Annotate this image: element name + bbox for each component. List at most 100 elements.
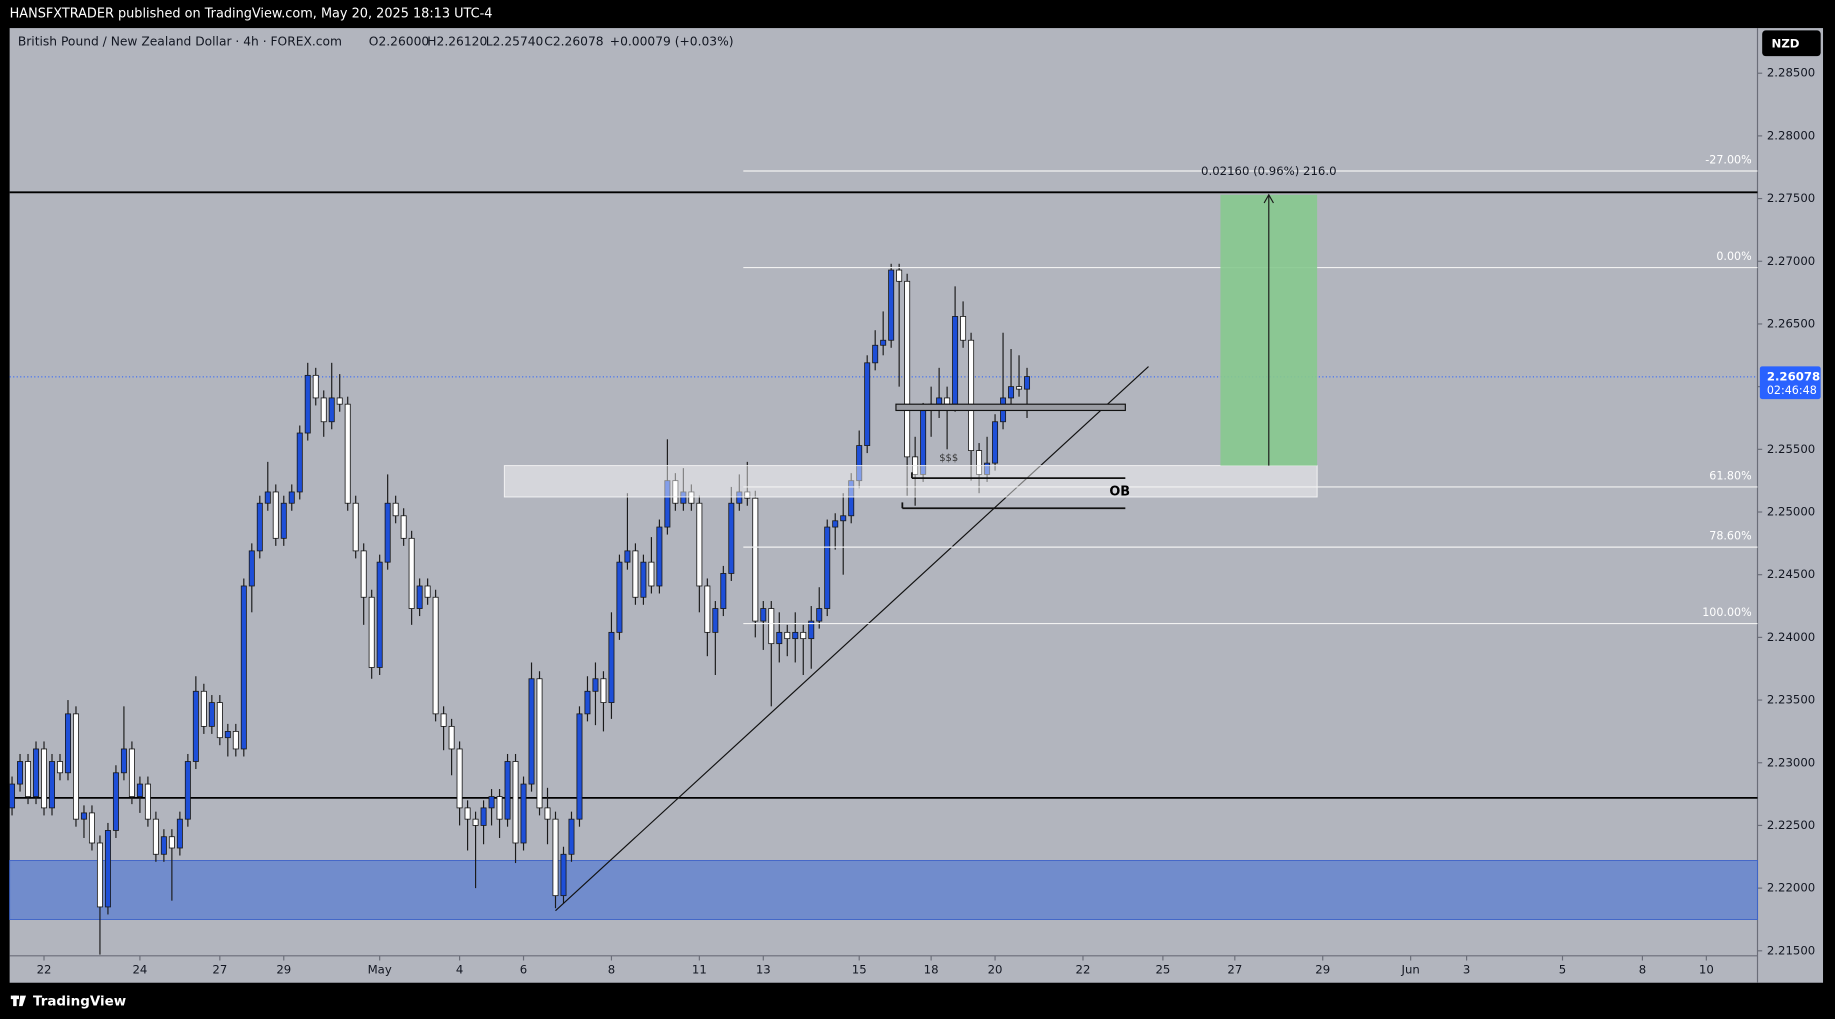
candle-body — [768, 608, 775, 645]
candle-body — [96, 842, 103, 908]
candle-body — [848, 480, 855, 517]
candle-body — [17, 761, 24, 785]
candle-body — [328, 397, 335, 423]
candle-body — [752, 497, 759, 622]
candle-body — [592, 678, 599, 692]
candle-body — [360, 550, 367, 598]
x-tick-label: Jun — [1401, 962, 1420, 976]
candle-body — [65, 713, 71, 774]
x-tick-label: 29 — [276, 962, 291, 976]
candle-body — [784, 631, 791, 640]
y-tick-label: 2.23500 — [1767, 693, 1815, 707]
candle-body — [736, 491, 743, 504]
candle-body — [520, 783, 527, 844]
x-tick-label: 27 — [212, 962, 227, 976]
candle-body — [544, 807, 551, 820]
ob-box — [895, 403, 1126, 412]
candle-body — [720, 573, 727, 609]
candle-body — [952, 316, 959, 405]
y-tick-label: 2.22500 — [1767, 818, 1815, 832]
x-tick-label: 27 — [1227, 962, 1242, 976]
countdown: 02:46:48 — [1767, 384, 1817, 397]
candle-body — [160, 836, 167, 855]
candle-body — [528, 678, 535, 785]
candle-body — [944, 397, 951, 405]
candle-body — [608, 631, 615, 703]
candle-body — [25, 761, 32, 798]
candle-body — [584, 690, 591, 715]
x-tick-label: 4 — [456, 962, 463, 976]
published: HANSFXTRADER published on TradingView.co… — [10, 7, 493, 22]
y-tick-label: 2.21500 — [1767, 943, 1815, 957]
candle-body — [440, 713, 447, 727]
candle-body — [488, 796, 495, 809]
fib-label: 100.00% — [1702, 606, 1751, 619]
candle-body — [80, 812, 87, 820]
fib-label: -27.00% — [1705, 153, 1751, 166]
candle-body — [424, 585, 431, 598]
candle-body — [800, 631, 807, 640]
fib-label: 0.00% — [1716, 250, 1751, 263]
candle-body — [504, 761, 511, 820]
candle-body — [672, 480, 679, 504]
candle-body — [408, 537, 415, 609]
candle-body — [832, 520, 839, 528]
zone-box — [503, 465, 1318, 498]
candle-body — [808, 620, 815, 640]
candle-body — [976, 450, 983, 475]
candle-body — [336, 397, 343, 405]
candle-body — [616, 561, 623, 633]
candle-body — [416, 585, 423, 609]
candle-body — [776, 631, 783, 645]
liquidity-label: $$$ — [939, 453, 958, 464]
candle-body — [904, 280, 911, 458]
candle-body — [144, 783, 151, 820]
price-tag — [1759, 366, 1821, 400]
currency: NZD — [1772, 36, 1800, 50]
symbol: British Pound / New Zealand Dollar · 4h … — [18, 35, 342, 49]
candle-body — [968, 339, 975, 451]
candle-body — [992, 421, 999, 464]
brand: TradingView — [33, 994, 126, 1009]
candle-body — [864, 362, 871, 446]
x-tick-label: 24 — [132, 962, 147, 976]
candle-body — [920, 410, 927, 475]
candle-body — [200, 690, 207, 727]
candle-body — [208, 702, 215, 727]
x-tick-label: 20 — [988, 962, 1003, 976]
candle-body — [576, 713, 583, 820]
candle-body — [240, 585, 247, 750]
y-tick-label: 2.24000 — [1767, 630, 1815, 644]
fib-label: 61.80% — [1709, 469, 1751, 482]
y-tick-label: 2.24500 — [1767, 567, 1815, 581]
candle-body — [304, 374, 311, 434]
candle-body — [184, 761, 191, 820]
y-tick-label: 2.26500 — [1767, 316, 1815, 330]
candle-body — [856, 445, 863, 482]
x-tick-label: 3 — [1463, 962, 1470, 976]
candle-body — [344, 403, 351, 504]
candle-body — [72, 713, 79, 820]
candle-body — [960, 316, 967, 341]
x-tick-label: 22 — [1076, 962, 1091, 976]
candle-body — [600, 678, 607, 703]
candle-body — [376, 561, 383, 668]
x-tick-label: 8 — [608, 962, 615, 976]
candle-body — [712, 608, 719, 633]
candle-body — [264, 491, 271, 504]
y-tick-label: 2.27500 — [1767, 191, 1815, 205]
candle-body — [41, 748, 47, 809]
candle-body — [120, 748, 127, 774]
x-tick-label: 5 — [1559, 962, 1566, 976]
x-tick-label: 29 — [1315, 962, 1330, 976]
candle-body — [224, 731, 231, 739]
brand-logo — [10, 995, 27, 1007]
candle-body — [312, 374, 319, 399]
candle-body — [448, 725, 455, 750]
currency-box — [1762, 30, 1821, 57]
candle-body — [936, 397, 943, 405]
candle-body — [744, 491, 751, 499]
candle-body — [480, 807, 487, 826]
x-tick-label: 8 — [1639, 962, 1646, 976]
candle-body — [112, 772, 119, 831]
